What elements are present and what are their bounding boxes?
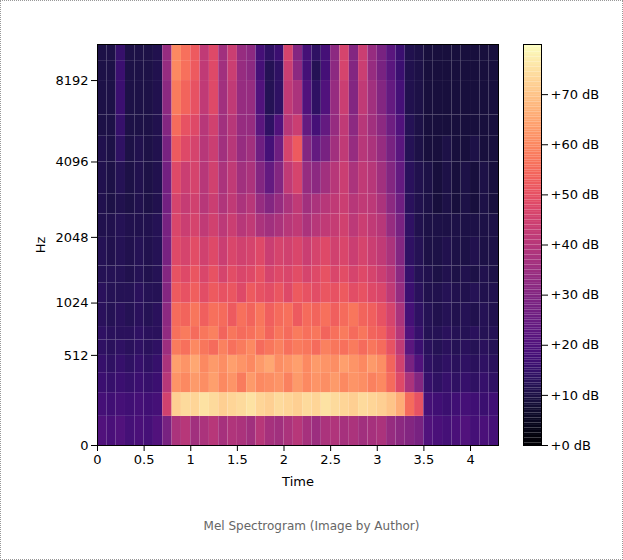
svg-text:3: 3 [373,452,381,467]
svg-text:2: 2 [280,452,288,467]
svg-text:8192: 8192 [55,73,88,88]
svg-text:+40 dB: +40 dB [551,237,600,252]
svg-text:+60 dB: +60 dB [551,137,600,152]
html-text:Mel Spectrogram (Image by Auth: Mel Spectrogram (Image by Author) [203,519,420,533]
svg-text:2.5: 2.5 [320,452,341,467]
svg-text:512: 512 [64,348,89,363]
svg-text:2048: 2048 [55,230,88,245]
svg-text:1024: 1024 [55,295,88,310]
svg-text:4096: 4096 [55,154,88,169]
svg-text:3.5: 3.5 [414,452,435,467]
svg-text:4: 4 [466,452,474,467]
svg-text:1.5: 1.5 [227,452,248,467]
svg-text:0: 0 [93,452,101,467]
svg-text:Hz: Hz [33,237,48,254]
svg-text:+50 dB: +50 dB [551,187,600,202]
svg-text:Time: Time [281,474,314,489]
svg-text:+30 dB: +30 dB [551,287,600,302]
svg-text:0: 0 [80,438,88,453]
svg-text:+10 dB: +10 dB [551,388,600,403]
svg-text:+0 dB: +0 dB [551,438,591,453]
svg-text:1: 1 [187,452,195,467]
svg-text:+70 dB: +70 dB [551,87,600,102]
svg-text:0.5: 0.5 [134,452,155,467]
svg-text:+20 dB: +20 dB [551,337,600,352]
